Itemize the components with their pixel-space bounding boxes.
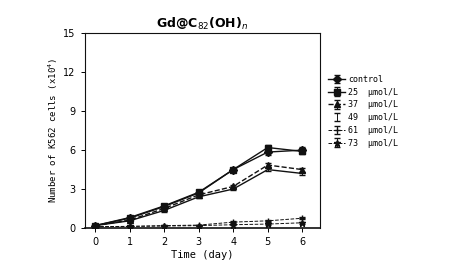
X-axis label: Time (day): Time (day) (171, 250, 233, 260)
Legend: control, 25  μmol/L, 37  μmol/L, 49  μmol/L, 61  μmol/L, 73  μmol/L: control, 25 μmol/L, 37 μmol/L, 49 μmol/L… (329, 75, 399, 148)
Title: Gd@C$_{82}$(OH)$_n$: Gd@C$_{82}$(OH)$_n$ (156, 16, 248, 32)
Y-axis label: Number of K562 cells (x10$^4$): Number of K562 cells (x10$^4$) (47, 58, 61, 203)
